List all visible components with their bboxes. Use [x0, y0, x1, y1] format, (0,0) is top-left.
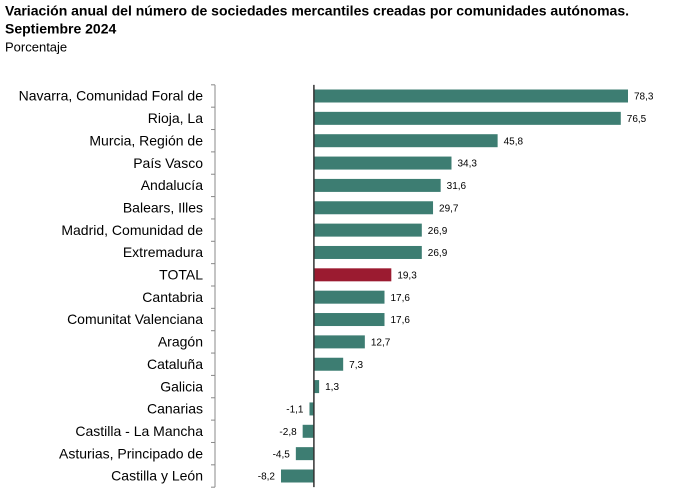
category-label: Andalucía — [141, 177, 203, 193]
category-label: Asturias, Principado de — [59, 445, 203, 461]
category-label: Canarias — [147, 401, 203, 417]
bar — [313, 335, 365, 349]
value-label: 29,7 — [439, 203, 459, 214]
bar — [313, 134, 498, 148]
category-label: Castilla y León — [111, 468, 203, 484]
category-label: Madrid, Comunidad de — [61, 222, 203, 238]
value-label: 76,5 — [627, 114, 647, 125]
value-label: 31,6 — [447, 181, 467, 192]
value-label: 45,8 — [504, 136, 524, 147]
value-label: 7,3 — [349, 360, 363, 371]
category-label: Cantabria — [142, 289, 203, 305]
bar — [313, 89, 628, 103]
bar — [302, 424, 314, 438]
value-label: 1,3 — [325, 382, 339, 393]
bar — [309, 402, 314, 416]
bar — [295, 447, 314, 461]
bar — [313, 268, 392, 282]
category-label: Murcia, Región de — [89, 132, 203, 148]
bar — [313, 156, 452, 170]
value-label: -4,5 — [273, 449, 291, 460]
value-label: 12,7 — [371, 338, 391, 349]
category-label: País Vasco — [133, 155, 203, 171]
value-label: 26,9 — [428, 226, 448, 237]
bar — [313, 245, 422, 259]
category-label: Balears, Illes — [123, 199, 203, 215]
chart-subtitle: Septiembre 2024 — [5, 21, 116, 37]
bar — [313, 223, 422, 237]
bar — [313, 313, 385, 327]
category-label: Castilla - La Mancha — [75, 423, 203, 439]
value-label: -2,8 — [279, 427, 297, 438]
bar — [313, 201, 434, 215]
bar — [313, 290, 385, 304]
unit-label: Porcentaje — [5, 39, 67, 54]
value-label: -8,2 — [258, 472, 276, 483]
category-label: TOTAL — [159, 267, 203, 283]
value-label: 78,3 — [634, 92, 654, 103]
value-label: 19,3 — [397, 270, 417, 281]
value-label: 34,3 — [457, 159, 477, 170]
value-label: 26,9 — [428, 248, 448, 259]
category-label: Galicia — [160, 378, 203, 394]
category-label: Navarra, Comunidad Foral de — [19, 88, 204, 104]
category-label: Rioja, La — [148, 110, 203, 126]
category-label: Aragón — [158, 334, 203, 350]
value-label: 17,6 — [390, 293, 410, 304]
category-label: Cataluña — [147, 356, 203, 372]
chart-title: Variación anual del número de sociedades… — [5, 3, 629, 19]
bar — [313, 178, 441, 192]
category-label: Extremadura — [123, 244, 203, 260]
value-label: 17,6 — [390, 315, 410, 326]
category-label: Comunitat Valenciana — [67, 311, 203, 327]
value-label: -1,1 — [286, 405, 304, 416]
bar — [281, 469, 314, 483]
bar — [313, 111, 621, 125]
bar — [313, 380, 320, 394]
bar — [313, 357, 344, 371]
